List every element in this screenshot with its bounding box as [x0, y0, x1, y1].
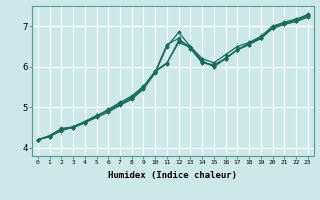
X-axis label: Humidex (Indice chaleur): Humidex (Indice chaleur): [108, 171, 237, 180]
